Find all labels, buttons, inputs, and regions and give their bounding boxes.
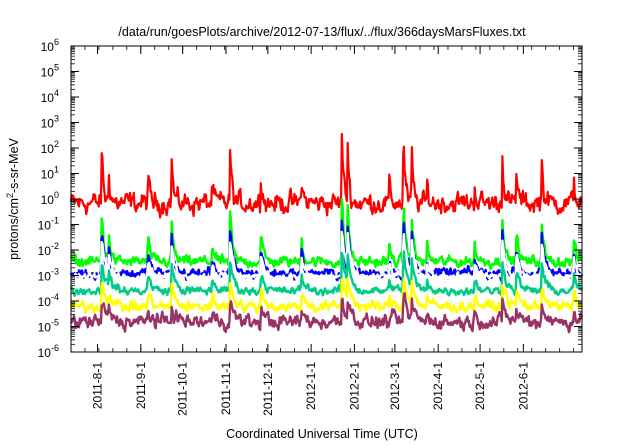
y-tick-label: 104 [41,88,59,105]
x-tick-label: 2012-1-1 [304,362,318,410]
x-tick-label: 2011-9-1 [134,362,148,409]
y-tick-label: 103 [41,114,59,131]
series-line-6 [70,277,583,315]
y-tick-label: 101 [41,165,59,182]
series-line-1 [69,132,584,219]
x-tick-label: 2011-11-1 [219,362,233,415]
y-tick-label: 106 [41,37,59,54]
y-tick-label: 10-3 [38,267,59,284]
series-line-4 [69,230,584,284]
y-tick-label: 10-6 [38,343,59,360]
y-tick-label: 10-2 [38,241,59,258]
x-tick-label: 2011-8-1 [91,362,105,409]
x-axis: 2011-8-1 2011-9-1 2011-10-1 2011-11-1 2011-1… [70,46,575,416]
chart-title: /data/run/goesPlots/archive/2012-07-13/f… [118,25,526,39]
y-axis: 10-6 10-5 10-4 10-3 10-2 10-1 100 101 102 103 104 1… [38,37,582,360]
x-tick-label: 2012-5-1 [473,362,487,410]
x-tick-label: 2011-12-1 [261,362,275,416]
x-tick-label: 2012-6-1 [516,362,530,410]
x-tick-label: 2012-2-1 [347,362,361,410]
x-tick-label: 2012-3-1 [388,362,402,410]
series-layer [69,132,584,334]
series-line-7 [70,292,584,334]
y-tick-label: 105 [41,63,59,80]
y-tick-label: 102 [41,139,59,156]
x-axis-label: Coordinated Universal Time (UTC) [226,427,418,441]
series-line-3 [69,219,584,282]
y-tick-label: 10-1 [38,216,59,233]
x-tick-label: 2011-10-1 [176,362,190,416]
x-tick-label: 2012-4-1 [431,362,445,410]
y-tick-label: 10-4 [38,292,59,309]
series-line-5 [69,250,584,297]
y-axis-label: protons/cm2-s-sr-MeV [5,137,21,259]
y-tick-label: 10-5 [38,318,59,335]
series-line-2 [69,198,583,271]
y-tick-label: 100 [41,190,59,207]
